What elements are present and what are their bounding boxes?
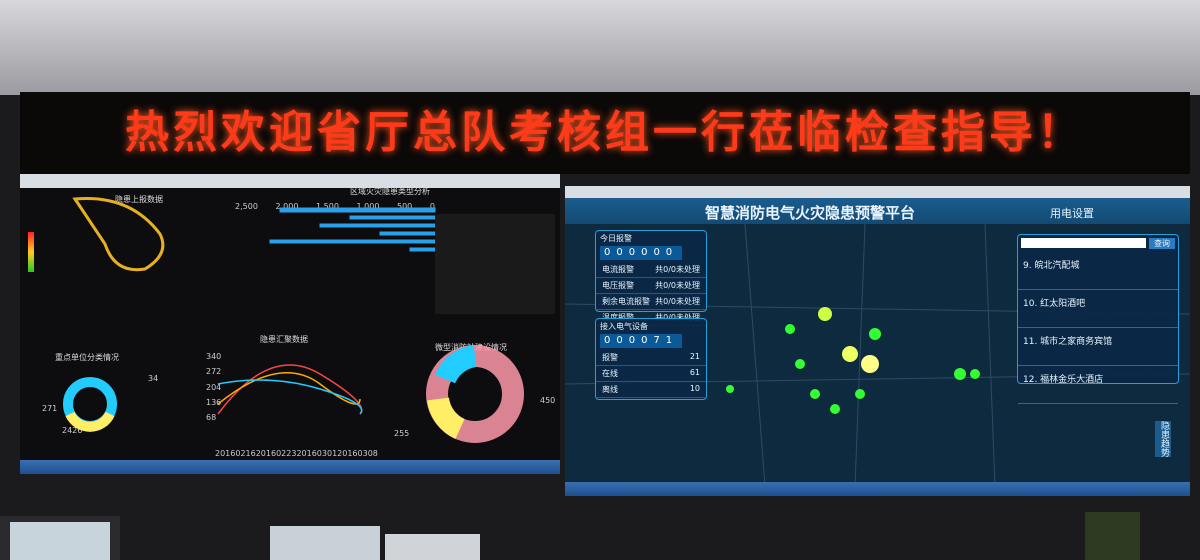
left-graphics	[28, 196, 555, 443]
bar-tick: 2,000	[275, 202, 299, 211]
left-screen: 隐患上报数据 区域火灾隐患类型分析 2,500 2,000 1,500 1,000 50…	[20, 174, 560, 474]
alarm-cell: 温度报警	[602, 312, 634, 323]
bar-ticks: 2,500 2,000 1,500 1,000 500 0	[235, 202, 435, 211]
map-outline	[72, 196, 165, 272]
site-item[interactable]: 9. 皖北汽配城	[1018, 252, 1178, 290]
site-list: 9. 皖北汽配城 10. 红太阳酒吧 11. 城市之家商务宾馆 12. 福林金乐大酒店	[1018, 252, 1178, 404]
ceiling	[0, 0, 1200, 95]
lines	[217, 364, 363, 415]
device-markers	[726, 307, 980, 414]
alarm-row: 电压报警 共0/0未处理	[596, 278, 706, 294]
browser-bar	[565, 186, 1190, 198]
donut-label: 34	[148, 374, 159, 383]
line-ytick: 204	[206, 382, 222, 392]
taskbar	[20, 460, 560, 474]
alarm-cell: 电压报警	[602, 281, 634, 290]
settings-link[interactable]: 用电设置	[1050, 207, 1094, 220]
search-bar: 查询	[1018, 235, 1178, 252]
bar-tick: 1,500	[316, 202, 339, 211]
alarm-counter: 000000	[596, 246, 706, 262]
stat-row: 离线 10	[596, 382, 706, 398]
alarm-row: 剩余电流报警 共0/0未处理	[596, 294, 706, 310]
line-title: 隐患汇聚数据	[260, 335, 308, 344]
alarm-cell: 共0/0未处理	[655, 312, 700, 323]
site-item[interactable]: 11. 城市之家商务宾馆	[1018, 328, 1178, 366]
alarm-panel: 今日报警 000000 电流报警 共0/0未处理 电压报警 共0/0未处理 剩余电流报警…	[595, 230, 707, 326]
stat-label: 离线	[602, 385, 618, 394]
panel-title: 隐患上报数据	[115, 195, 163, 204]
alarm-cell: 共0/0未处理	[655, 265, 700, 274]
platform-title: 智慧消防电气火灾隐患预警平台	[705, 204, 916, 222]
line-xtick: 20160301	[296, 449, 338, 458]
donut-label: 255	[394, 429, 410, 438]
site-item[interactable]: 10. 红太阳酒吧	[1018, 290, 1178, 328]
stat-label: 在线	[602, 369, 618, 378]
bar-tick: 0	[429, 202, 435, 211]
person	[1085, 512, 1140, 560]
line-xtick: 20160308	[337, 449, 378, 458]
search-button[interactable]: 查询	[1149, 238, 1175, 249]
alarm-cell: 共0/0未处理	[655, 281, 700, 290]
stat-row: 在线 61	[596, 366, 706, 382]
bar-tick: 500	[397, 202, 413, 211]
line-xtick: 20160223	[255, 449, 297, 458]
device-counter: 000071	[596, 334, 706, 350]
stat-value: 10	[689, 384, 700, 393]
line-xticks: 20160216 20160223 20160301 20160308	[215, 449, 378, 458]
alarm-cell: 剩余电流报警	[602, 297, 650, 306]
taskbar	[565, 482, 1190, 496]
bars	[269, 207, 436, 252]
digits: 000071	[600, 334, 683, 348]
header: 智慧消防电气火灾隐患预警平台 用电设置	[565, 198, 1190, 224]
device-panel: 接入电气设备 000071 报警 21 在线 61 离线 10	[595, 318, 707, 400]
donut-label: 450	[540, 396, 556, 405]
line-xtick: 20160216	[215, 449, 256, 458]
list-panel: 查询 9. 皖北汽配城 10. 红太阳酒吧 11. 城市之家商务宾馆 12. 福林金乐…	[1017, 234, 1179, 404]
search-input[interactable]	[1021, 238, 1146, 248]
stat-value: 61	[689, 368, 700, 377]
side-tab[interactable]: 隐患趋势	[1155, 421, 1171, 457]
line-ytick: 136	[206, 397, 222, 407]
text-block	[435, 214, 555, 314]
browser-bar	[20, 174, 560, 188]
line-yticks: 340 272 204 136 68	[206, 352, 221, 422]
donut-label: 271	[42, 404, 58, 413]
alarm-cell: 共0/0未处理	[655, 297, 700, 306]
right-screen: 智慧消防电气火灾隐患预警平台 用电设置 今日报警 000000 电流报警共0/0…	[565, 186, 1190, 496]
desk-monitors	[0, 512, 1140, 560]
device-stats: 报警 21 在线 61 离线 10	[596, 350, 706, 398]
legend-gradient	[28, 232, 34, 272]
alarm-rows: 电流报警共0/0未处理电压报警共0/0未处理剩余电流报警共0/0未处理温度报警共…	[596, 262, 706, 326]
line-ytick: 68	[206, 413, 217, 422]
device-title: 接入电气设备	[600, 322, 648, 331]
alarm-title: 今日报警	[600, 234, 632, 243]
donut-label: 2426	[62, 426, 83, 435]
bar-title: 区域火灾隐患类型分析	[350, 187, 430, 196]
bar-tick: 2,500	[235, 202, 258, 211]
stat-value: 21	[689, 352, 700, 361]
led-banner: 热烈欢迎省厅总队考核组一行莅临检查指导！	[20, 92, 1190, 174]
stat-row: 报警 21	[596, 350, 706, 366]
alarm-cell: 电流报警	[602, 265, 634, 274]
site-item[interactable]: 12. 福林金乐大酒店	[1018, 366, 1178, 404]
alarm-row: 电流报警 共0/0未处理	[596, 262, 706, 278]
digits: 000000	[600, 246, 683, 260]
line-ytick: 340	[206, 352, 222, 361]
line-ytick: 272	[206, 367, 222, 377]
donut1-title: 重点单位分类情况	[55, 353, 119, 362]
stat-label: 报警	[602, 353, 618, 362]
bar-tick: 1,000	[356, 202, 380, 211]
